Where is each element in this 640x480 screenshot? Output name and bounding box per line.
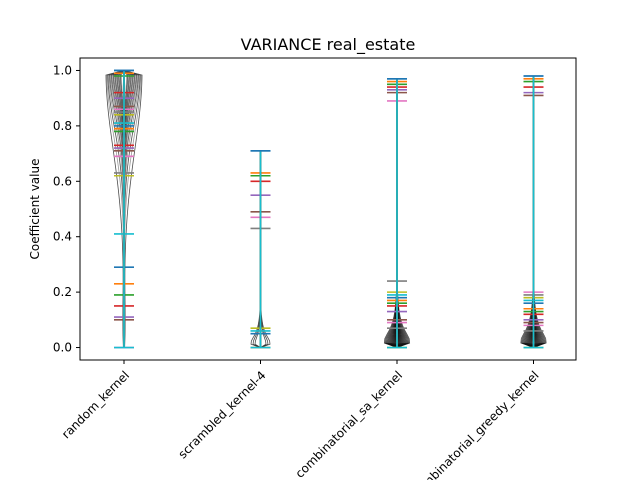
x-tick-label: combinatorial_sa_kernel (293, 368, 406, 480)
level-bars-layer (114, 69, 544, 349)
chart-title: VARIANCE real_estate (241, 35, 416, 55)
x-axis: random_kernel scrambled_kernel-4 combinato… (59, 360, 542, 480)
y-tick-label: 0.2 (53, 285, 72, 299)
plot-frame (79, 57, 577, 361)
y-tick-label: 0.8 (53, 119, 72, 133)
y-axis-label: Coefficient value (28, 159, 42, 260)
violin-group-layer (105, 69, 547, 348)
y-tick-label: 1.0 (53, 63, 72, 77)
y-tick-label: 0.4 (53, 230, 72, 244)
x-tick-label: scrambled_kernel-4 (175, 368, 268, 461)
x-tick-label: random_kernel (59, 368, 132, 441)
y-tick-label: 0.6 (53, 174, 72, 188)
y-tick-label: 0.0 (53, 341, 72, 355)
y-axis: 0.0 0.2 0.4 0.6 0.8 1.0 (53, 63, 80, 355)
x-tick-label: combinatorial_greedy_kernel (409, 368, 541, 480)
